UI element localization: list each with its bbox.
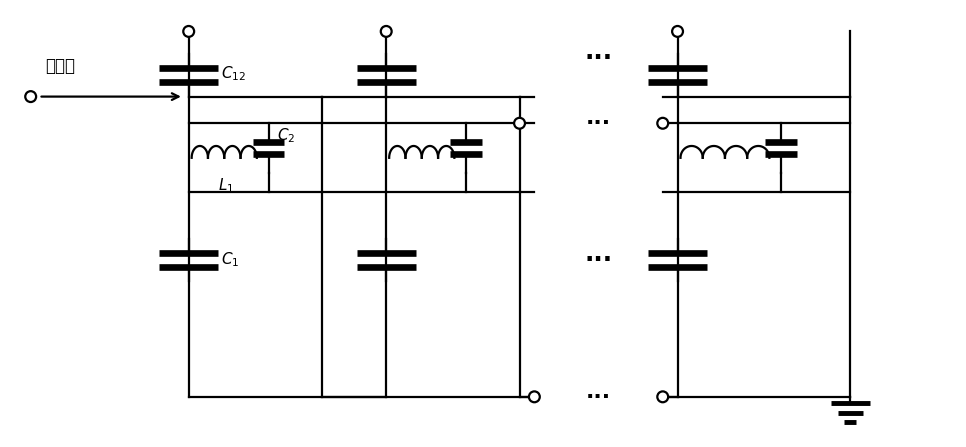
Text: 雷电波: 雷电波 [45,57,75,75]
Circle shape [529,392,540,402]
Circle shape [657,118,668,129]
Circle shape [25,91,36,102]
Text: $C_2$: $C_2$ [276,127,295,145]
Circle shape [657,392,668,402]
Circle shape [514,118,525,129]
Text: ···: ··· [584,46,612,70]
Text: $C_{12}$: $C_{12}$ [221,64,246,83]
Text: ···: ··· [584,248,612,272]
Text: $L_1$: $L_1$ [218,177,235,195]
Text: ···: ··· [586,387,611,407]
Circle shape [381,26,391,37]
Circle shape [672,26,683,37]
Text: ···: ··· [586,113,611,133]
Circle shape [184,26,194,37]
Text: $C_1$: $C_1$ [221,251,240,270]
